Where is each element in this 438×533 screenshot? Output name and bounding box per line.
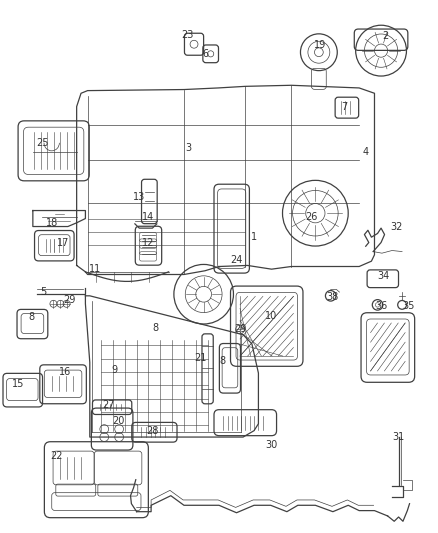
Text: 2: 2 (382, 31, 389, 41)
Text: 18: 18 (46, 218, 58, 228)
Text: 17: 17 (57, 238, 70, 247)
Text: 8: 8 (219, 357, 226, 366)
Text: 12: 12 (142, 238, 154, 247)
Text: 27: 27 (102, 400, 115, 410)
Text: 36: 36 (376, 302, 388, 311)
Text: 26: 26 (305, 213, 317, 222)
Text: 35: 35 (402, 302, 414, 311)
Text: 34: 34 (377, 271, 389, 281)
Text: 21: 21 (194, 353, 207, 363)
Text: 14: 14 (142, 213, 154, 222)
Text: 38: 38 (326, 293, 338, 302)
Text: 3: 3 (185, 143, 191, 153)
Text: 29: 29 (235, 325, 247, 334)
Text: 8: 8 (28, 312, 35, 322)
Text: 28: 28 (146, 426, 159, 435)
Text: 23: 23 (181, 30, 194, 39)
Text: 15: 15 (12, 379, 25, 389)
Text: 1: 1 (251, 232, 257, 242)
Text: 10: 10 (265, 311, 277, 320)
Text: 31: 31 (392, 432, 405, 442)
Text: 29: 29 (63, 295, 75, 304)
Text: 6: 6 (202, 50, 208, 59)
Text: 30: 30 (265, 440, 278, 450)
Text: 9: 9 (112, 366, 118, 375)
Text: 20: 20 (112, 416, 124, 426)
Text: 19: 19 (314, 41, 326, 50)
Text: 7: 7 (341, 102, 347, 111)
Text: 5: 5 (41, 287, 47, 297)
Text: 8: 8 (152, 323, 159, 333)
Text: 24: 24 (230, 255, 243, 265)
Text: 4: 4 (363, 147, 369, 157)
Text: 25: 25 (37, 138, 49, 148)
Text: 22: 22 (51, 451, 63, 461)
Text: 11: 11 (89, 264, 102, 274)
Text: 13: 13 (133, 192, 145, 202)
Text: 32: 32 (390, 222, 403, 231)
Text: 16: 16 (59, 367, 71, 377)
